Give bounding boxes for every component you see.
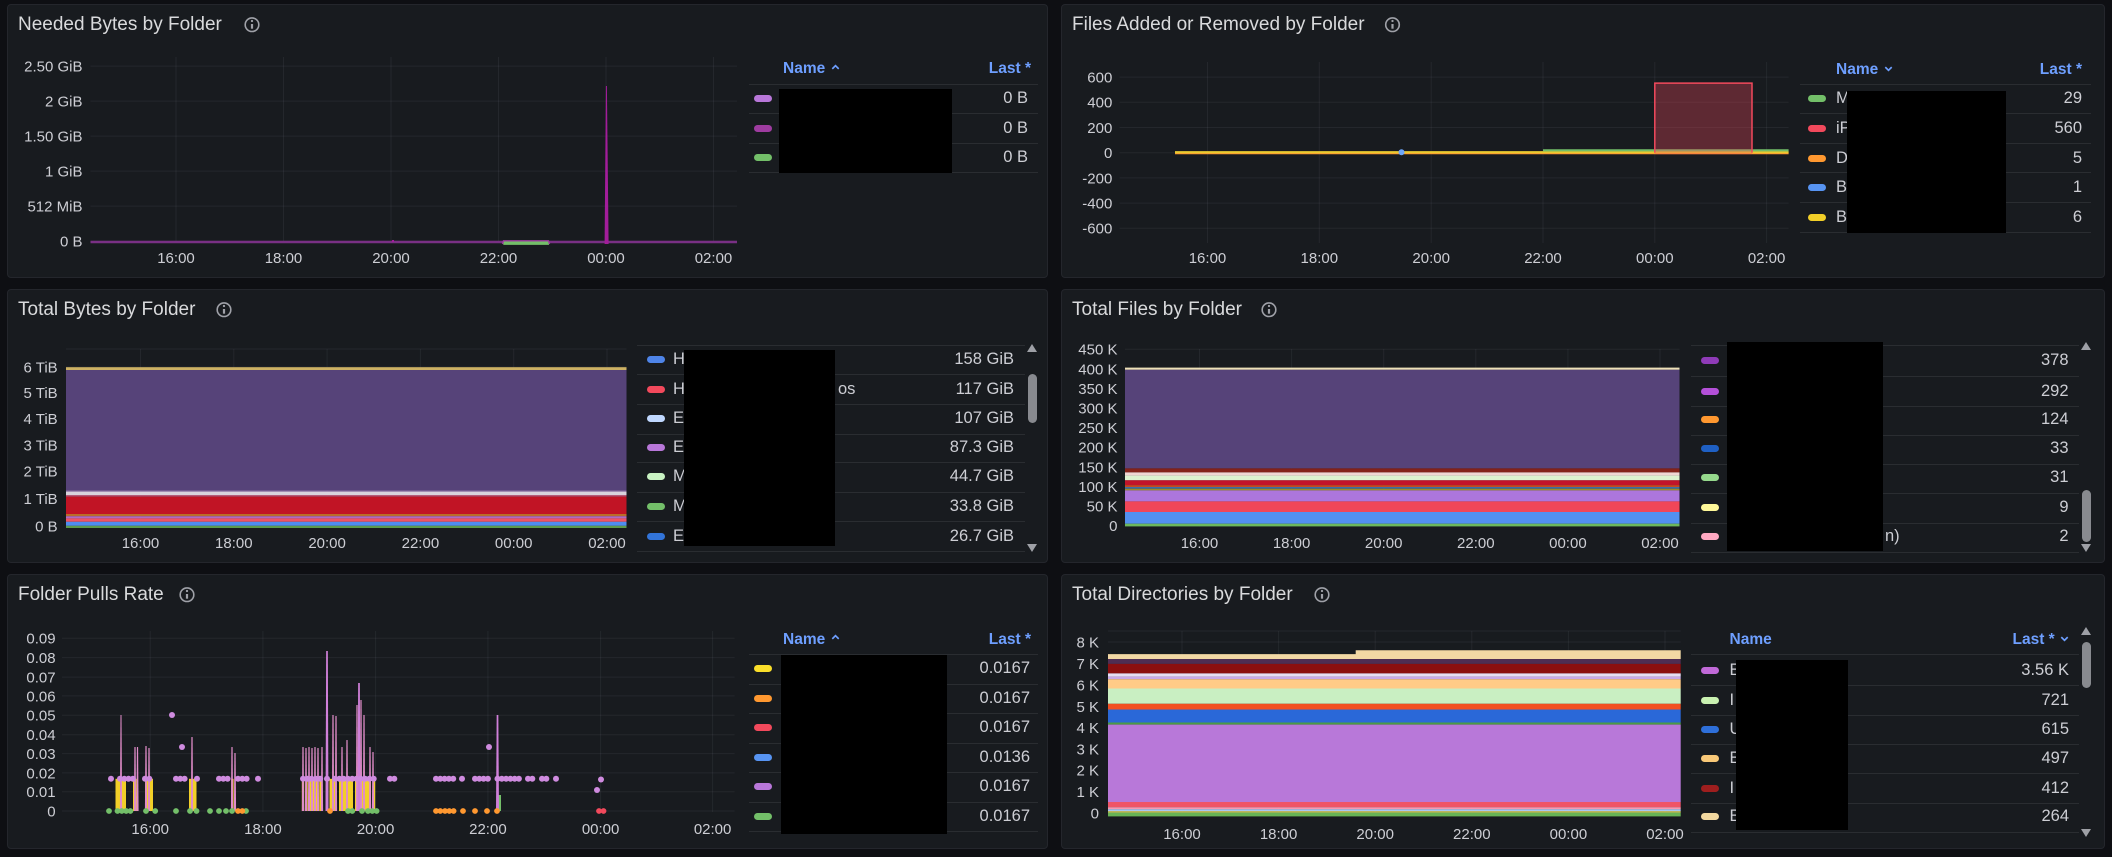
svg-text:2 GiB: 2 GiB [45, 94, 83, 111]
svg-text:18:00: 18:00 [265, 250, 303, 267]
svg-text:450 K: 450 K [1078, 342, 1117, 359]
svg-text:0: 0 [1109, 518, 1117, 535]
svg-text:0.03: 0.03 [26, 746, 55, 763]
svg-text:22:00: 22:00 [1524, 250, 1562, 267]
svg-text:350 K: 350 K [1078, 381, 1117, 398]
svg-text:7 K: 7 K [1076, 656, 1099, 673]
svg-text:20:00: 20:00 [1365, 535, 1403, 552]
svg-text:0.08: 0.08 [26, 650, 55, 667]
svg-text:0.04: 0.04 [26, 727, 55, 744]
svg-text:22:00: 22:00 [1453, 826, 1491, 843]
svg-text:20:00: 20:00 [1356, 826, 1394, 843]
svg-text:0: 0 [1091, 805, 1099, 822]
svg-text:0.05: 0.05 [26, 708, 55, 725]
svg-text:5 K: 5 K [1076, 699, 1099, 716]
svg-text:00:00: 00:00 [1550, 826, 1588, 843]
svg-text:20:00: 20:00 [308, 535, 346, 552]
svg-text:18:00: 18:00 [1260, 826, 1298, 843]
svg-text:0 B: 0 B [60, 234, 83, 251]
svg-text:0.01: 0.01 [26, 784, 55, 801]
svg-text:00:00: 00:00 [1636, 250, 1674, 267]
svg-text:02:00: 02:00 [694, 821, 732, 838]
svg-text:400 K: 400 K [1078, 361, 1117, 378]
svg-text:2 TiB: 2 TiB [24, 463, 58, 480]
svg-text:5 TiB: 5 TiB [24, 385, 58, 402]
svg-text:18:00: 18:00 [215, 535, 253, 552]
svg-text:400: 400 [1087, 95, 1112, 112]
svg-text:22:00: 22:00 [480, 250, 518, 267]
svg-text:0.09: 0.09 [26, 631, 55, 648]
svg-text:3 K: 3 K [1076, 741, 1099, 758]
svg-text:1 K: 1 K [1076, 784, 1099, 801]
svg-text:22:00: 22:00 [402, 535, 440, 552]
svg-text:02:00: 02:00 [588, 535, 626, 552]
svg-text:-400: -400 [1082, 196, 1112, 213]
svg-text:20:00: 20:00 [357, 821, 395, 838]
svg-text:4 K: 4 K [1076, 720, 1099, 737]
svg-text:1 TiB: 1 TiB [24, 491, 58, 508]
svg-text:1.50 GiB: 1.50 GiB [24, 129, 82, 146]
svg-text:100 K: 100 K [1078, 479, 1117, 496]
svg-text:512 MiB: 512 MiB [27, 199, 82, 216]
svg-text:16:00: 16:00 [157, 250, 195, 267]
svg-text:16:00: 16:00 [1163, 826, 1201, 843]
svg-text:0.07: 0.07 [26, 670, 55, 687]
svg-text:0.06: 0.06 [26, 688, 55, 705]
svg-text:8 K: 8 K [1076, 634, 1099, 651]
svg-text:00:00: 00:00 [495, 535, 533, 552]
svg-text:00:00: 00:00 [1549, 535, 1587, 552]
svg-text:20:00: 20:00 [1412, 250, 1450, 267]
svg-text:20:00: 20:00 [372, 250, 410, 267]
svg-text:2 K: 2 K [1076, 762, 1099, 779]
svg-text:50 K: 50 K [1087, 499, 1118, 516]
svg-text:6 TiB: 6 TiB [24, 359, 58, 376]
svg-text:6 K: 6 K [1076, 677, 1099, 694]
svg-text:18:00: 18:00 [244, 821, 282, 838]
svg-text:22:00: 22:00 [469, 821, 507, 838]
svg-text:0 B: 0 B [35, 518, 58, 535]
svg-text:02:00: 02:00 [1646, 826, 1684, 843]
svg-text:02:00: 02:00 [1748, 250, 1786, 267]
svg-text:0: 0 [1104, 145, 1112, 162]
svg-text:16:00: 16:00 [131, 821, 169, 838]
svg-text:150 K: 150 K [1078, 459, 1117, 476]
svg-text:16:00: 16:00 [1181, 535, 1219, 552]
svg-text:02:00: 02:00 [695, 250, 733, 267]
svg-text:22:00: 22:00 [1457, 535, 1495, 552]
svg-text:200: 200 [1087, 120, 1112, 137]
svg-text:-200: -200 [1082, 170, 1112, 187]
svg-text:00:00: 00:00 [587, 250, 625, 267]
svg-text:16:00: 16:00 [1189, 250, 1227, 267]
svg-text:200 K: 200 K [1078, 440, 1117, 457]
svg-text:300 K: 300 K [1078, 401, 1117, 418]
svg-text:0.02: 0.02 [26, 765, 55, 782]
svg-text:4 TiB: 4 TiB [24, 411, 58, 428]
svg-text:250 K: 250 K [1078, 420, 1117, 437]
svg-text:600: 600 [1087, 70, 1112, 87]
svg-text:2.50 GiB: 2.50 GiB [24, 59, 82, 76]
svg-text:3 TiB: 3 TiB [24, 437, 58, 454]
svg-text:-600: -600 [1082, 221, 1112, 238]
svg-text:0: 0 [47, 803, 55, 820]
svg-text:16:00: 16:00 [122, 535, 160, 552]
svg-text:1 GiB: 1 GiB [45, 164, 83, 181]
svg-text:02:00: 02:00 [1641, 535, 1679, 552]
svg-text:18:00: 18:00 [1301, 250, 1339, 267]
svg-text:00:00: 00:00 [582, 821, 620, 838]
svg-text:18:00: 18:00 [1273, 535, 1311, 552]
